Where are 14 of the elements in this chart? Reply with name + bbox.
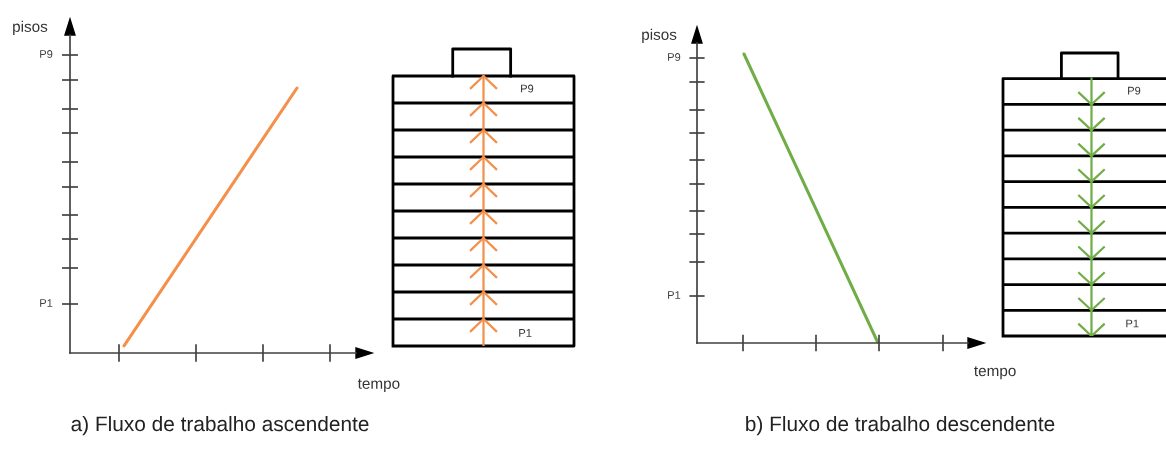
text: P1 (40, 299, 53, 307)
text: P9 (40, 50, 53, 58)
text: P9 (1128, 86, 1141, 95)
text: P1 (1126, 319, 1139, 328)
y-axis-title: pisos (642, 28, 677, 43)
text: P9 (668, 53, 681, 61)
text: b) Fluxo de trabalho descendente (746, 415, 1055, 436)
text: P1 (668, 291, 681, 299)
text: a) Fluxo de trabalho ascendente (71, 415, 369, 436)
x-axis-title: tempo (974, 366, 1016, 380)
y-axis-title: pisos (13, 20, 48, 35)
x-axis-title: tempo (357, 378, 400, 392)
text: P9 (521, 84, 534, 93)
text: P1 (519, 329, 532, 337)
